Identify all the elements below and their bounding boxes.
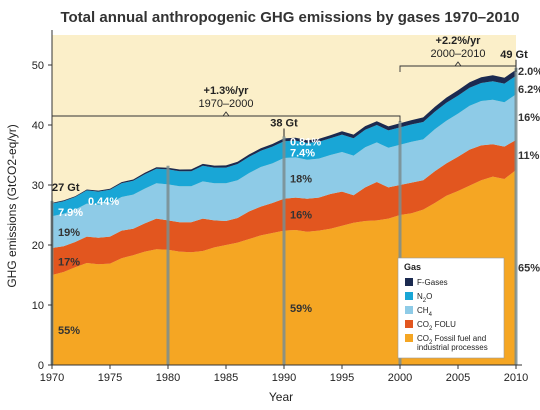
share-n2o-1990: 7.4% [290, 148, 315, 160]
share-ch4-1970: 19% [58, 227, 80, 239]
y-tick-label: 20 [32, 240, 44, 252]
legend: Gas F-Gases N2O CH4 CO2 FOLU CO2 Fossil fuel … [397, 257, 505, 359]
marker-bar-2000 [398, 121, 402, 365]
marker-bar-1990 [282, 136, 286, 365]
share-n2o-1970: 7.9% [58, 207, 83, 219]
x-axis-label: Year [269, 390, 293, 404]
y-tick-label: 40 [32, 120, 44, 132]
x-tick-label: 1995 [330, 372, 354, 384]
share-folu-1970: 17% [58, 257, 80, 269]
x-tick-label: 2005 [446, 372, 470, 384]
share-fossil-2010: 65% [518, 263, 540, 275]
y-tick-label: 0 [38, 360, 44, 372]
growth-bracket-peak [454, 61, 462, 67]
share-fgases-1970: 0.44% [88, 196, 119, 208]
chart-title: Total annual anthropogenic GHG emissions… [60, 9, 519, 26]
share-n2o-2010: 6.2% [518, 84, 540, 96]
y-tick-label: 50 [32, 60, 44, 72]
legend-swatch [405, 292, 413, 300]
x-tick-label: 1975 [98, 372, 122, 384]
area-f-gases [52, 69, 516, 204]
total-label-2010: 49 Gt [500, 49, 528, 61]
share-fossil-1970: 55% [58, 325, 80, 337]
x-tick-label: 1990 [272, 372, 296, 384]
growth-bracket [51, 115, 401, 122]
legend-title: Gas [404, 262, 421, 272]
legend-box [397, 257, 505, 359]
legend-swatch [405, 334, 413, 342]
legend-swatch [405, 278, 413, 286]
x-tick-label: 1980 [156, 372, 180, 384]
share-folu-1990: 16% [290, 210, 312, 222]
share-fgases-1990: 0.81% [290, 137, 321, 149]
growth-rate-label: +2.2%/yr [436, 35, 482, 47]
x-tick-label: 1985 [214, 372, 238, 384]
legend-label-f-gases: F-Gases [417, 278, 448, 287]
x-tick-label: 1970 [40, 372, 64, 384]
legend-label-co2-fossil-fuel-and-industrial-processes-cont: industrial processes [417, 343, 488, 352]
y-tick-label: 30 [32, 180, 44, 192]
growth-rate-label: +1.3%/yr [204, 85, 250, 97]
x-tick-label: 2000 [388, 372, 412, 384]
growth-period-label: 1970–2000 [198, 98, 253, 110]
y-axis-label: GHG emissions (GtCO2-eq/yr) [5, 124, 19, 287]
marker-bar-2010 [514, 67, 518, 366]
legend-label-ch4: CH4 [417, 306, 433, 318]
x-tick-label: 2010 [504, 372, 528, 384]
share-fossil-1990: 59% [290, 303, 312, 315]
plot-area: 0 10 20 30 40 50 1970 1975 1980 1985 1990 1995 2000 2… [32, 30, 540, 384]
marker-bar-1980 [166, 165, 170, 365]
share-ch4-2010: 16% [518, 112, 540, 124]
share-ch4-1990: 18% [290, 173, 312, 185]
growth-bracket-peak [222, 111, 230, 117]
total-label-1990: 38 Gt [270, 117, 298, 129]
legend-label-n2o: N2O [417, 292, 432, 304]
total-label-1970: 27 Gt [52, 182, 80, 194]
legend-label-co2-folu: CO2 FOLU [417, 320, 456, 332]
share-fgases-2010: 2.0% [518, 66, 540, 78]
y-tick-label: 10 [32, 300, 44, 312]
share-folu-2010: 11% [518, 150, 540, 162]
growth-bracket [399, 65, 517, 72]
legend-swatch [405, 320, 413, 328]
legend-label-co2-fossil-fuel-and-industrial-processes: CO2 Fossil fuel and [417, 334, 486, 346]
legend-swatch [405, 306, 413, 314]
growth-period-label: 2000–2010 [430, 48, 485, 60]
